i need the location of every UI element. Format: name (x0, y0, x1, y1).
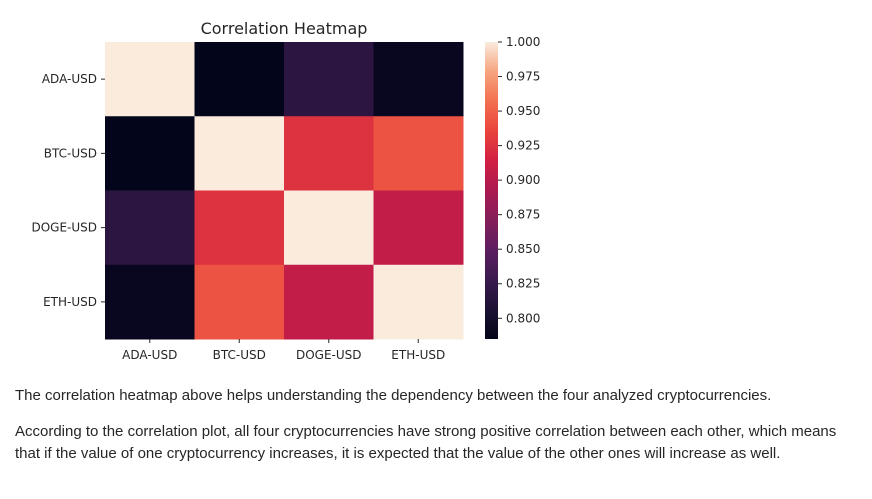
x-axis: ADA-USD BTC-USD DOGE-USD ETH-USD (122, 339, 445, 362)
heatmap-cell-btc-usd-eth-usd (373, 116, 464, 191)
heatmap-cells (105, 42, 464, 340)
heatmap-cell-doge-usd-doge-usd (284, 190, 374, 266)
colorbar-tick-label: 0.850 (506, 242, 540, 256)
heatmap-cell-doge-usd-btc-usd (194, 190, 285, 266)
colorbar-tick-label: 1.000 (506, 35, 540, 49)
heatmap-cell-eth-usd-ada-usd (105, 264, 195, 340)
chart-title: Correlation Heatmap (201, 19, 368, 38)
y-tick-label: ETH-USD (43, 295, 97, 309)
correlation-heatmap-figure: Correlation Heatmap ADA-USD BTC-USD DOGE-U… (31, 19, 540, 362)
x-tick-label: ETH-USD (391, 348, 445, 362)
heatmap-cell-ada-usd-ada-usd (105, 42, 195, 117)
heatmap-cell-btc-usd-doge-usd (284, 116, 374, 191)
heatmap-cell-eth-usd-doge-usd (284, 264, 374, 340)
colorbar-tick-label: 0.825 (506, 277, 540, 291)
colorbar-tick-label: 0.875 (506, 208, 540, 222)
colorbar-tick-label: 0.925 (506, 139, 540, 153)
heatmap-cell-eth-usd-eth-usd (373, 264, 464, 340)
paragraph-correlation-explanation: According to the correlation plot, all f… (15, 423, 837, 462)
heatmap-cell-ada-usd-doge-usd (284, 42, 374, 117)
y-tick-label: ADA-USD (42, 72, 97, 86)
y-axis: ADA-USD BTC-USD DOGE-USD ETH-USD (31, 72, 105, 309)
heatmap-cell-btc-usd-btc-usd (194, 116, 285, 191)
paragraph-heatmap-intro: The correlation heatmap above helps unde… (15, 387, 772, 404)
y-tick-label: BTC-USD (44, 146, 97, 160)
colorbar (485, 42, 498, 339)
colorbar-ticks: 1.000 0.975 0.950 0.925 0.900 0.875 0.850 0.825… (498, 35, 540, 325)
y-tick-label: DOGE-USD (31, 221, 97, 235)
colorbar-tick-label: 0.950 (506, 104, 540, 118)
heatmap-cell-btc-usd-ada-usd (105, 116, 195, 191)
colorbar-tick-label: 0.975 (506, 70, 540, 84)
heatmap-cell-eth-usd-btc-usd (194, 264, 285, 340)
heatmap-cell-doge-usd-ada-usd (105, 190, 195, 266)
heatmap-cell-doge-usd-eth-usd (373, 190, 464, 266)
colorbar-tick-label: 0.900 (506, 173, 540, 187)
x-tick-label: BTC-USD (213, 348, 266, 362)
colorbar-tick-label: 0.800 (506, 311, 540, 325)
heatmap-cell-ada-usd-eth-usd (373, 42, 464, 117)
x-tick-label: DOGE-USD (296, 348, 362, 362)
heatmap-cell-ada-usd-btc-usd (194, 42, 285, 117)
heatmap-svg: Correlation Heatmap ADA-USD BTC-USD DOGE-U… (31, 19, 540, 362)
x-tick-label: ADA-USD (122, 348, 177, 362)
